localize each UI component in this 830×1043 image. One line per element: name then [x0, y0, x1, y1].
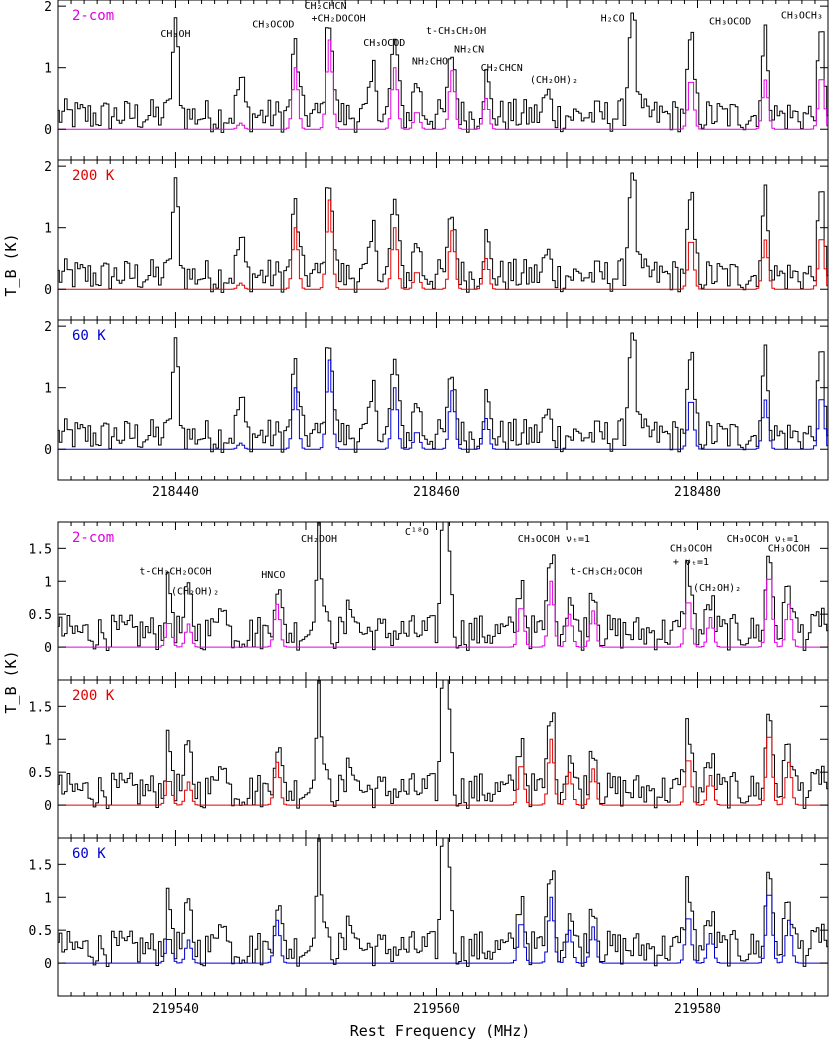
y-axis-label-upper: T_B (K)	[2, 233, 20, 296]
panel-1-2: 0 0.5 1 1.5 60 K	[29, 837, 829, 997]
panel-label: 2-com	[72, 530, 114, 546]
line-annotation: CH₃OCOH	[768, 544, 810, 555]
line-annotation: (CH₂OH)₂	[693, 583, 741, 594]
model-spectrum-2-com	[58, 578, 828, 648]
line-annotation: t-CH₃CH₂OH	[426, 26, 486, 37]
panel-label: 60 K	[72, 846, 106, 862]
model-spectrum-2-com	[58, 39, 828, 130]
y-axis-label-lower: T_B (K)	[2, 650, 20, 713]
y-tick-label: 0	[44, 443, 52, 458]
line-annotation: CH₂DOH	[301, 534, 337, 545]
x-tick-label: 218460	[413, 485, 460, 500]
line-annotation: t-CH₃CH₂OCOH	[570, 567, 642, 578]
panel-frame	[57, 159, 829, 321]
panel-0-0: 0 1 2 2-com CH₃OH CH₃OCOD CH₂CHCN +CH₂DOCOH CH₃O…	[44, 0, 829, 161]
line-annotation: CH₃OH	[160, 29, 190, 40]
panel-frame	[57, 521, 829, 681]
y-tick-label: 0.5	[29, 924, 52, 939]
y-tick-label: 1	[44, 62, 52, 77]
line-annotation: (CH₂OH)₂	[530, 75, 578, 86]
observed-spectrum	[58, 332, 828, 453]
observed-spectrum	[58, 680, 828, 809]
y-tick-label: 0	[44, 641, 52, 656]
panel-frame	[57, 319, 829, 481]
y-tick-label: 1	[44, 575, 52, 590]
y-tick-label: 0	[44, 957, 52, 972]
x-tick-label: 219540	[152, 1002, 199, 1017]
line-annotation: CH₃OCOH νₜ=1	[518, 534, 590, 545]
line-annotation: CH₃OCOD	[363, 38, 405, 49]
model-spectrum-60k	[58, 894, 828, 964]
line-annotation: CH₃OCH₃	[781, 10, 823, 21]
panel-frame	[57, 837, 829, 997]
line-annotation: CH₃OCOH νₜ=1	[727, 534, 799, 545]
line-annotation: CH₂CHCN	[304, 1, 346, 12]
panel-0-2: 0 1 2 60 K	[44, 319, 829, 481]
line-annotation: CH₃OCOD	[252, 20, 294, 31]
panel-label: 200 K	[72, 168, 115, 184]
y-tick-label: 0.5	[29, 766, 52, 781]
line-annotation: CH₃OCOH	[670, 544, 712, 555]
y-tick-label: 2	[44, 320, 52, 335]
y-tick-label: 1	[44, 733, 52, 748]
line-annotation: (CH₂OH)₂	[171, 586, 219, 597]
y-tick-label: 1.5	[29, 858, 52, 873]
panel-1-0: 0 0.5 1 1.5 2-com t-CH₃CH₂OCOH (CH₂OH)₂ HNCO CH₂…	[29, 521, 829, 681]
y-tick-label: 1.5	[29, 542, 52, 557]
y-tick-label: 2	[44, 0, 52, 15]
y-tick-label: 0	[44, 799, 52, 814]
x-tick-label: 218480	[674, 485, 721, 500]
y-tick-label: 0.5	[29, 608, 52, 623]
y-tick-label: 1	[44, 382, 52, 397]
x-tick-label: 218440	[152, 485, 199, 500]
line-annotation: C¹⁸O	[405, 527, 429, 538]
y-tick-label: 1.5	[29, 700, 52, 715]
observed-spectrum	[58, 522, 828, 651]
line-annotation: HNCO	[261, 570, 285, 581]
observed-spectrum	[58, 838, 828, 967]
x-tick-label: 219560	[413, 1002, 460, 1017]
panel-label: 2-com	[72, 8, 114, 24]
y-tick-label: 1	[44, 222, 52, 237]
observed-spectrum	[58, 172, 828, 293]
panel-1-1: 0 0.5 1 1.5 200 K	[29, 679, 829, 839]
line-annotation: CH₂CHCN	[481, 63, 523, 74]
y-tick-label: 2	[44, 160, 52, 175]
model-spectrum-200k	[58, 199, 828, 290]
model-spectrum-200k	[58, 736, 828, 806]
line-annotation: + νₜ=1	[673, 557, 709, 568]
line-annotation: +CH₂DOCOH	[311, 14, 365, 25]
panel-frame	[57, 679, 829, 839]
y-tick-label: 0	[44, 283, 52, 298]
model-spectrum-60k	[58, 359, 828, 450]
x-axis-label: Rest Frequency (MHz)	[350, 1022, 531, 1040]
line-annotation: CH₃OCOD	[709, 17, 751, 28]
line-annotation: H₂CO	[601, 14, 625, 25]
panel-label: 200 K	[72, 688, 115, 704]
y-tick-label: 0	[44, 123, 52, 138]
line-annotation: NH₂CN	[454, 44, 484, 55]
y-tick-label: 1	[44, 891, 52, 906]
panel-label: 60 K	[72, 328, 106, 344]
line-annotation: t-CH₃CH₂OCOH	[139, 567, 211, 578]
panel-0-1: 0 1 2 200 K	[44, 159, 829, 321]
x-tick-label: 219580	[674, 1002, 721, 1017]
line-annotation: NH₂CHO	[412, 57, 448, 68]
